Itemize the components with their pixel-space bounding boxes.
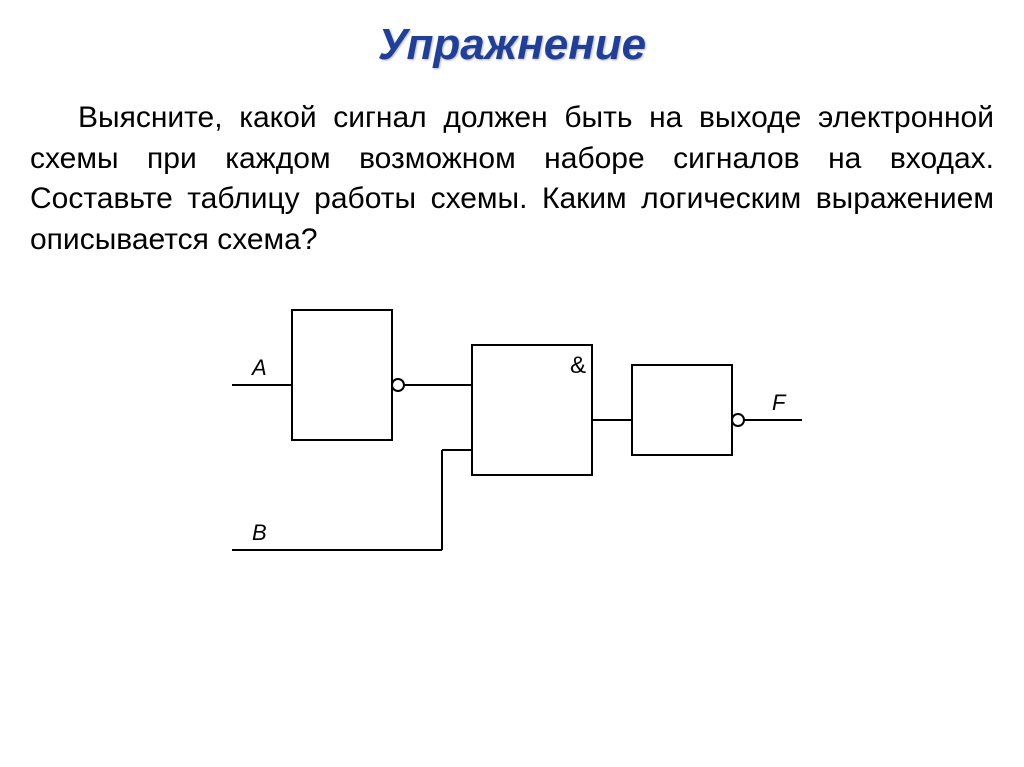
- exercise-text: Выясните, какой сигнал должен быть на вы…: [30, 98, 994, 260]
- circuit-diagram-wrap: & A B F: [30, 290, 994, 595]
- signal-label-f: F: [772, 390, 787, 415]
- inversion-bubble: [732, 414, 744, 426]
- signal-label-b: B: [252, 520, 267, 545]
- gate-g1: [292, 310, 392, 440]
- signal-label-a: A: [250, 355, 267, 380]
- gate-g3: [632, 365, 732, 455]
- circuit-diagram: & A B F: [212, 290, 812, 590]
- slide-title: Упражнение: [30, 20, 994, 70]
- gate-operator: &: [570, 352, 586, 379]
- inversion-bubble: [392, 379, 404, 391]
- slide: Упражнение Выясните, какой сигнал должен…: [0, 0, 1024, 767]
